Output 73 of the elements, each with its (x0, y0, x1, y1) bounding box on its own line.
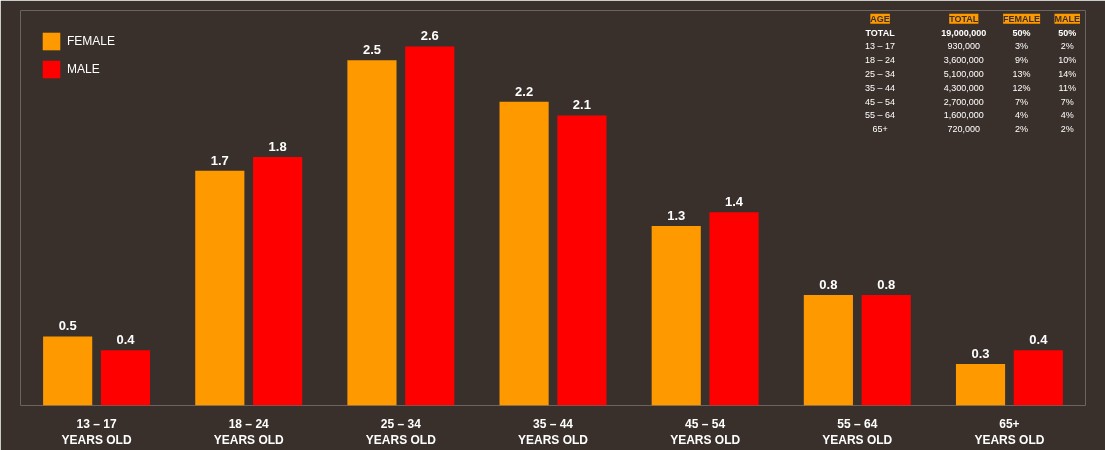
bar (347, 60, 397, 406)
bar (557, 115, 607, 406)
annotation: 11% (1058, 82, 1076, 93)
annotation: 13% (1012, 69, 1031, 80)
annotation: 7% (1015, 96, 1029, 107)
data-label: 2.1 (572, 97, 591, 113)
text: TOTAL (865, 27, 896, 38)
data-label: 1.3 (667, 207, 686, 223)
annotation: 2% (1060, 124, 1074, 135)
annotation: 45 – 54 (865, 96, 896, 107)
bar (651, 225, 701, 406)
x-tick-label: 18 – 24 YEARS OLD (213, 416, 285, 448)
text: TOTAL (949, 13, 979, 24)
annotation: 3,600,000 (943, 55, 984, 66)
data-label: 1.4 (725, 194, 744, 210)
text: AGE (870, 13, 890, 24)
x-tick-label: 45 – 54 YEARS OLD (670, 416, 741, 448)
data-label: 0.3 (971, 346, 990, 362)
annotation: 2,700,000 (943, 96, 984, 107)
x-tick-label: 65+ YEARS OLD (974, 416, 1045, 448)
data-label: 2.5 (362, 42, 381, 58)
bar (253, 156, 303, 406)
data-label: 0.4 (116, 332, 136, 348)
bar (499, 101, 549, 406)
text: MALE (1054, 13, 1080, 24)
annotation: 720,000 (947, 124, 981, 135)
text: 19,000,000 (941, 27, 987, 38)
data-label: 0.8 (819, 277, 838, 293)
annotation: 1,600,000 (943, 110, 984, 121)
legend-label: FEMALE (67, 34, 116, 48)
annotation: 35 – 44 (865, 82, 896, 93)
annotation: 13 – 17 (865, 41, 896, 52)
data-label: 2.2 (515, 83, 534, 99)
legend-label: MALE (67, 62, 100, 76)
annotation: 5,100,000 (943, 69, 984, 80)
bar (803, 295, 853, 406)
text: 50% (1012, 27, 1031, 38)
data-label: 1.8 (268, 138, 287, 154)
annotation: 2% (1015, 124, 1029, 135)
bar (405, 46, 455, 406)
bar (1013, 350, 1063, 406)
bar (195, 170, 245, 406)
annotation: 4% (1060, 110, 1074, 121)
annotation: 930,000 (947, 41, 981, 52)
bar (861, 295, 911, 406)
annotation: 18 – 24 (865, 55, 896, 66)
annotation: 65+ (872, 124, 888, 135)
data-label: 2.6 (420, 28, 439, 44)
annotation: 14% (1058, 69, 1077, 80)
bar (955, 364, 1006, 406)
annotation: 3% (1015, 41, 1029, 52)
annotation: 55 – 64 (865, 110, 896, 121)
data-label: 0.4 (1029, 332, 1049, 348)
annotation: 12% (1012, 82, 1031, 93)
annotation: 25 – 34 (865, 69, 896, 80)
x-tick-label: 35 – 44 YEARS OLD (518, 416, 589, 448)
annotation: 4% (1015, 110, 1029, 121)
annotation: 4,300,000 (943, 82, 984, 93)
annotation: 2% (1060, 41, 1074, 52)
text: FEMALE (1003, 13, 1041, 24)
data-label: 0.8 (877, 277, 896, 293)
data-label: 1.7 (210, 152, 229, 168)
bar (709, 212, 759, 406)
x-tick-label: 13 – 17 YEARS OLD (61, 416, 132, 448)
x-tick-label: 25 – 34 YEARS OLD (365, 416, 437, 448)
data-label: 0.5 (58, 318, 77, 334)
x-tick-label: 55 – 64 YEARS OLD (822, 416, 893, 448)
text: 50% (1058, 27, 1077, 38)
annotation: 9% (1015, 55, 1029, 66)
annotation: 7% (1060, 96, 1074, 107)
annotation: 10% (1058, 55, 1077, 66)
bar (100, 350, 151, 406)
bar (43, 336, 93, 406)
